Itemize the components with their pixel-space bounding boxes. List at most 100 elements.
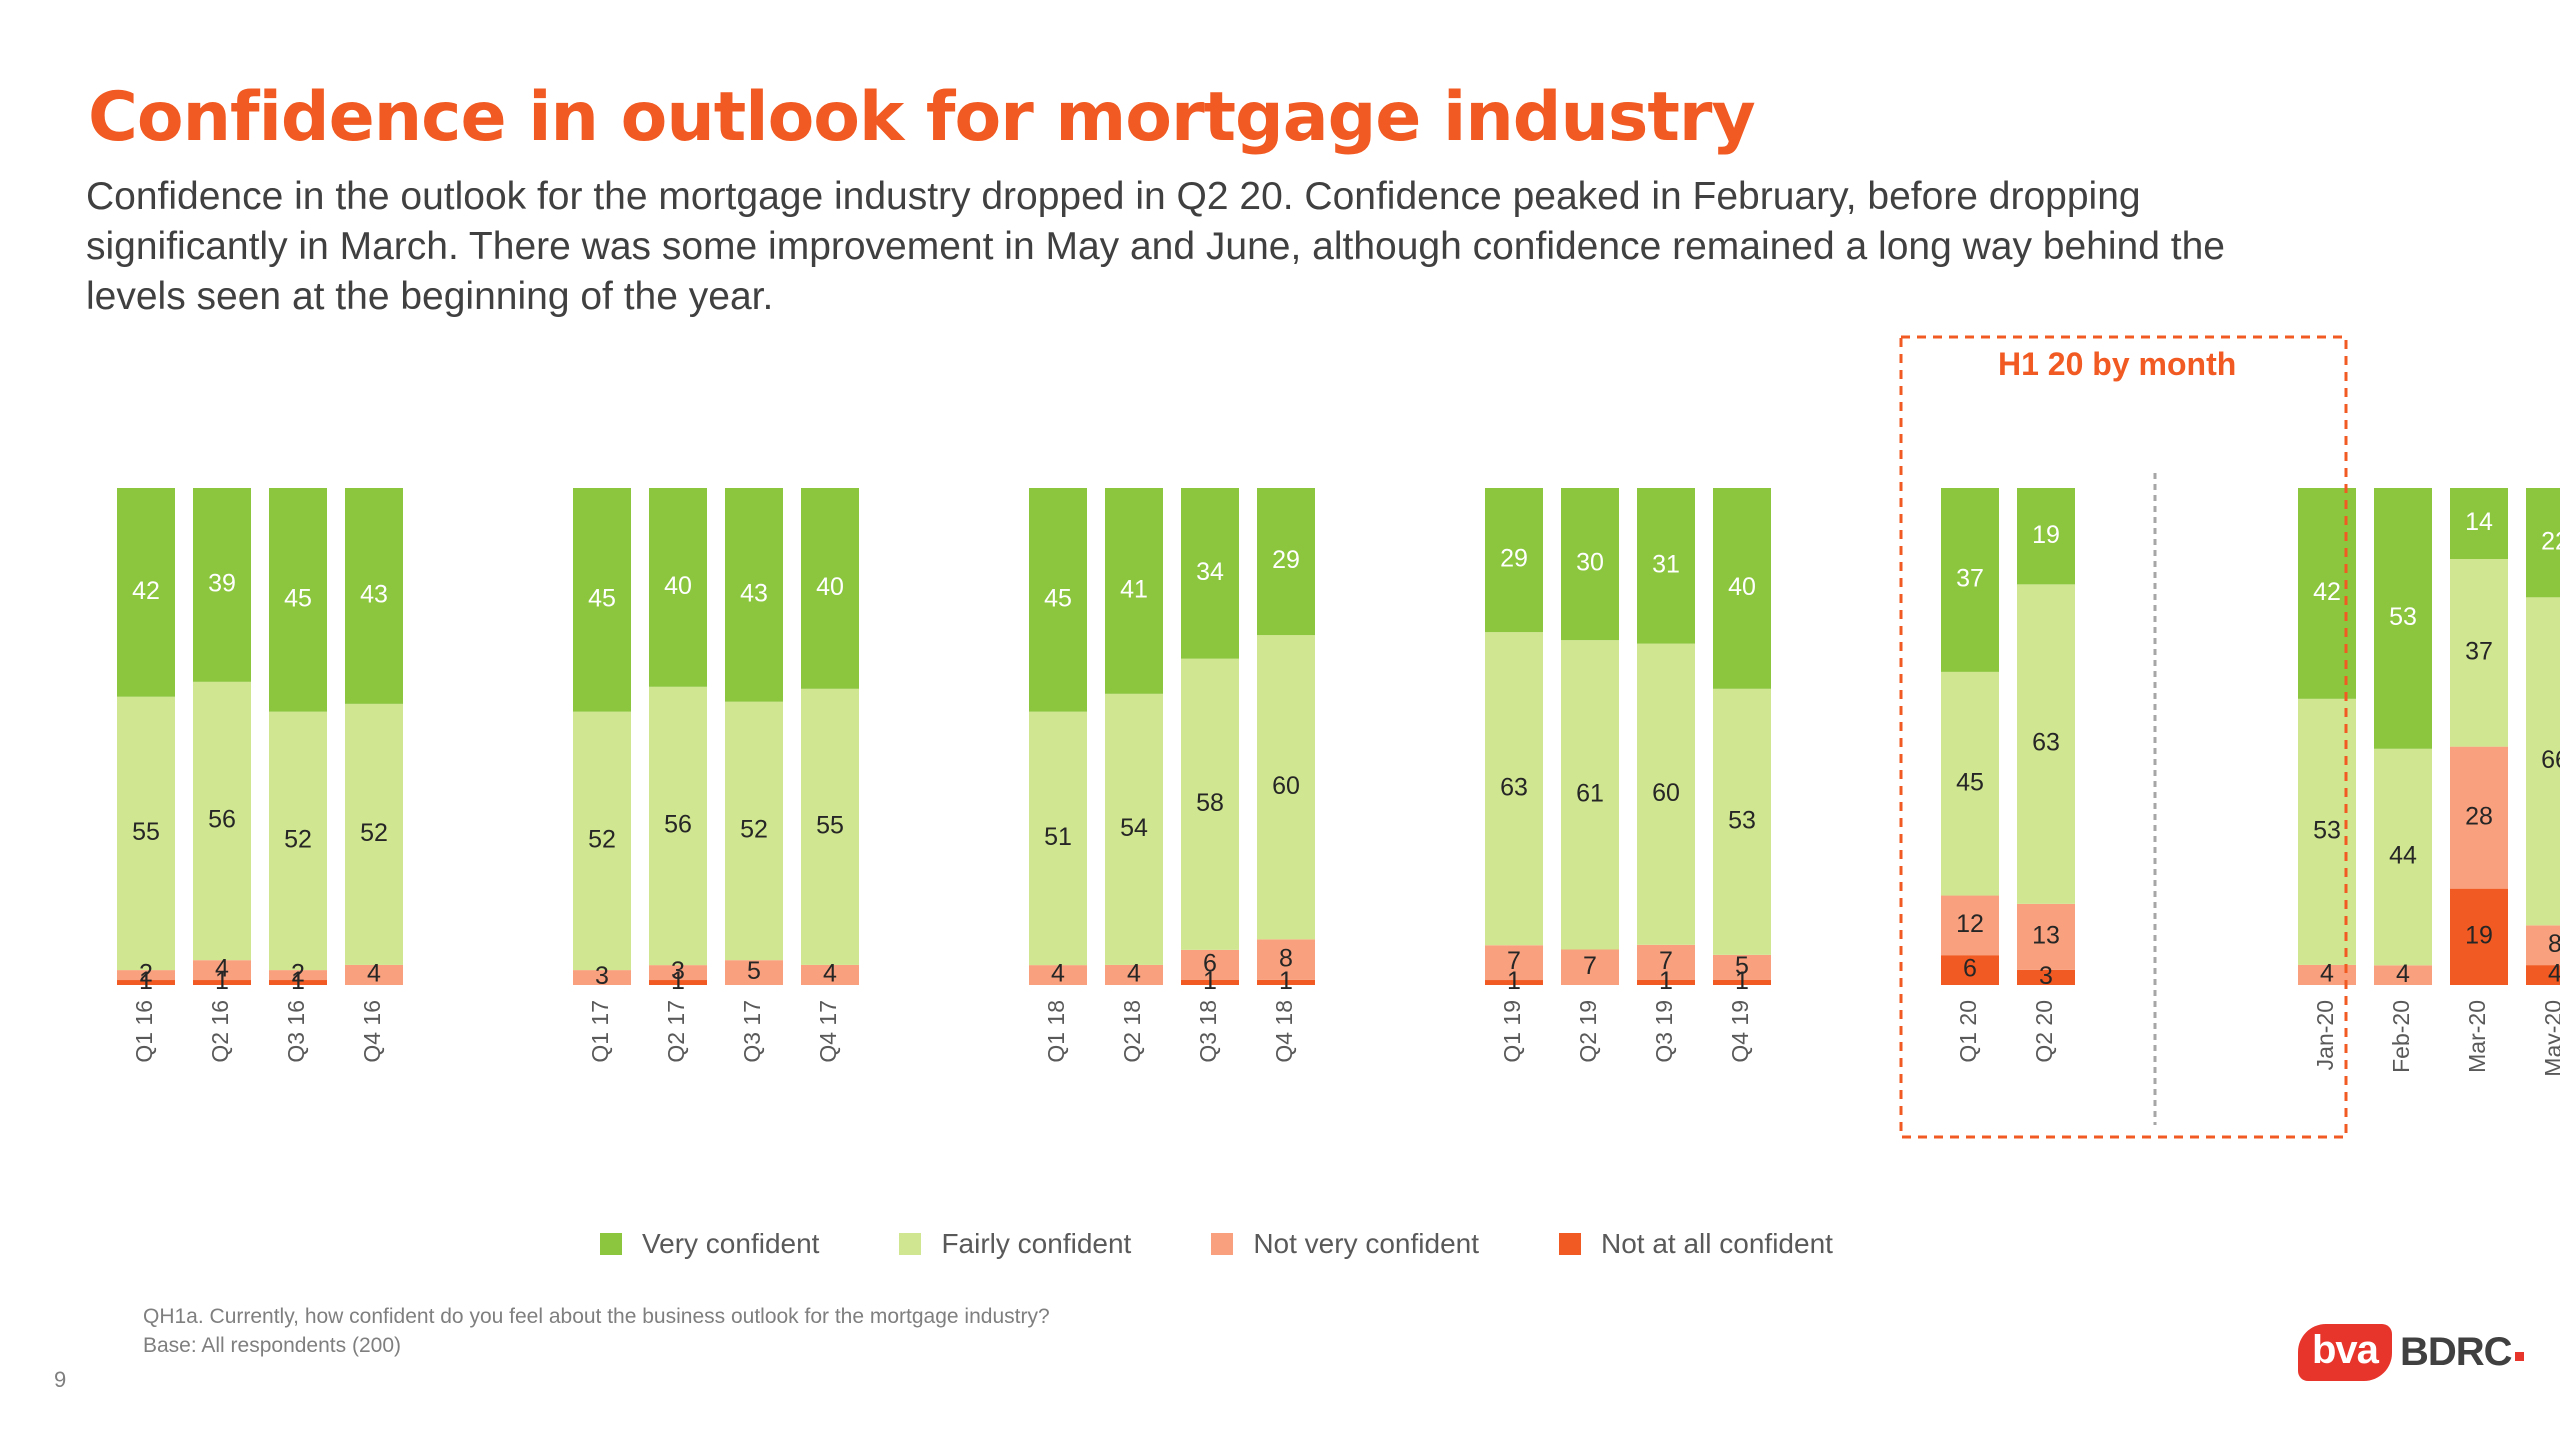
bar-segment-not-very-confident-q4-19 <box>1713 954 1771 980</box>
category-label: Feb-20 <box>2388 1000 2414 1073</box>
footnote-base: Base: All respondents (200) <box>143 1334 401 1357</box>
bar-segment-not-very-confident-q1-19 <box>1485 945 1543 981</box>
data-label: 4 <box>2548 960 2560 988</box>
category-labels-layer: Q1 16 Q2 16 Q3 16 Q4 16 Q1 17 Q2 17 Q3 17 Q4 17… <box>131 1000 2560 1077</box>
bar-segment-not-very-confident-q4-16 <box>345 964 403 985</box>
chart-legend: Very confident Fairly confident Not very… <box>600 1226 1913 1262</box>
bar-segment-not-very-confident-q2-20 <box>2017 903 2075 970</box>
legend-swatch-not-very-confident <box>1211 1233 1234 1255</box>
bar-segment-very-confident-q3-16 <box>269 488 327 712</box>
data-label: 52 <box>588 825 616 853</box>
data-label: 14 <box>2465 508 2493 536</box>
bar-segment-very-confident-feb-20 <box>2374 488 2432 749</box>
bar-segment-not-very-confident-q1-17 <box>573 970 631 985</box>
data-label: 43 <box>360 581 388 609</box>
data-label: 7 <box>1583 952 1597 980</box>
bar-segment-not-at-all-confident-q4-19 <box>1713 979 1771 985</box>
category-label: Q3 16 <box>283 1000 309 1063</box>
data-label: 3 <box>595 962 609 990</box>
bar-segment-fairly-confident-q3-18 <box>1181 658 1239 950</box>
data-label: 5 <box>1735 952 1749 980</box>
labels-layer: 1255421456391252454524335245135640552434… <box>132 508 2560 995</box>
bar-segment-very-confident-q4-19 <box>1713 488 1771 689</box>
data-label: 1 <box>1203 967 1217 995</box>
category-label: Q4 16 <box>359 1000 385 1063</box>
category-label: Mar-20 <box>2464 1000 2490 1073</box>
data-label: 1 <box>1507 967 1521 995</box>
bar-segment-very-confident-may-20 <box>2526 488 2560 598</box>
category-label: Q3 18 <box>1195 1000 1221 1063</box>
bar-segment-very-confident-q1-19 <box>1485 488 1543 633</box>
data-label: 4 <box>1127 960 1141 988</box>
bar-segment-not-very-confident-q1-16 <box>117 970 175 981</box>
legend-item-fairly-confident: Fairly confident <box>899 1228 1131 1260</box>
data-label: 56 <box>208 806 236 834</box>
category-label: Q1 17 <box>587 1000 613 1063</box>
data-label: 7 <box>1507 947 1521 975</box>
bar-segment-fairly-confident-feb-20 <box>2374 748 2432 966</box>
bar-segment-not-at-all-confident-q3-18 <box>1181 979 1239 985</box>
logo-text: BDRC <box>2399 1330 2513 1374</box>
data-label: 4 <box>367 960 381 988</box>
data-label: 42 <box>132 577 160 605</box>
bar-segment-not-very-confident-q3-19 <box>1637 944 1695 980</box>
slide-subtitle: Confidence in the outlook for the mortga… <box>86 175 2225 318</box>
data-label: 53 <box>2389 603 2417 631</box>
bar-segment-not-at-all-confident-q2-20 <box>2017 969 2075 985</box>
category-label: Q2 19 <box>1575 1000 1601 1063</box>
bva-bdrc-logo: bva BDRC <box>2298 1324 2525 1381</box>
data-label: 19 <box>2032 521 2060 549</box>
category-label: Q1 20 <box>1955 1000 1981 1063</box>
data-label: 63 <box>2032 729 2060 757</box>
legend-swatch-not-at-all-confident <box>1559 1233 1581 1255</box>
bar-segment-fairly-confident-q2-16 <box>193 681 251 961</box>
data-label: 22 <box>2541 527 2560 555</box>
bar-segment-not-very-confident-q2-19 <box>1561 949 1619 985</box>
bar-segment-not-very-confident-q2-18 <box>1105 964 1163 985</box>
data-label: 1 <box>1279 967 1293 995</box>
page-number: 9 <box>54 1367 67 1392</box>
bar-segment-very-confident-q4-16 <box>345 488 403 704</box>
data-label: 44 <box>2389 842 2417 870</box>
bar-segment-not-at-all-confident-q2-16 <box>193 980 251 985</box>
data-label: 45 <box>1044 584 1072 612</box>
data-label: 40 <box>1728 573 1756 601</box>
data-label: 41 <box>1120 576 1148 604</box>
data-label: 34 <box>1196 558 1224 586</box>
bar-segment-fairly-confident-may-20 <box>2526 597 2560 926</box>
bar-segment-very-confident-q2-17 <box>649 488 707 687</box>
data-label: 37 <box>2465 637 2493 665</box>
bar-segment-not-very-confident-may-20 <box>2526 925 2560 966</box>
bar-segment-not-very-confident-jan-20 <box>2298 964 2356 985</box>
bar-segment-not-at-all-confident-q3-16 <box>269 980 327 985</box>
data-label: 42 <box>2313 578 2341 606</box>
data-label: 3 <box>671 957 685 985</box>
data-label: 28 <box>2465 802 2493 830</box>
bar-segment-not-very-confident-q1-20 <box>1941 895 1999 956</box>
bar-segment-fairly-confident-mar-20 <box>2450 559 2508 747</box>
data-label: 2 <box>291 960 305 988</box>
data-label: 45 <box>1956 768 1984 796</box>
bar-segment-fairly-confident-q2-20 <box>2017 584 2075 904</box>
category-label: Q1 18 <box>1043 1000 1069 1063</box>
category-label: Q1 16 <box>131 1000 157 1063</box>
category-label: Q1 19 <box>1499 1000 1525 1063</box>
bar-segment-fairly-confident-q4-17 <box>801 688 859 965</box>
bar-segment-fairly-confident-q4-18 <box>1257 635 1315 940</box>
data-label: 1 <box>671 967 685 995</box>
data-label: 1 <box>291 967 305 995</box>
bar-segment-fairly-confident-q1-17 <box>573 711 631 971</box>
bar-segment-very-confident-q1-18 <box>1029 488 1087 712</box>
bar-segment-fairly-confident-q2-19 <box>1561 640 1619 950</box>
bar-segment-fairly-confident-q2-17 <box>649 686 707 966</box>
bar-segment-fairly-confident-q4-16 <box>345 703 403 965</box>
category-label: Q2 18 <box>1119 1000 1145 1063</box>
bar-segment-not-very-confident-q3-16 <box>269 970 327 981</box>
bar-segment-not-at-all-confident-q1-19 <box>1485 980 1543 985</box>
legend-item-not-very-confident: Not very confident <box>1211 1228 1479 1260</box>
data-label: 55 <box>816 811 844 839</box>
bar-segment-not-at-all-confident-mar-20 <box>2450 888 2508 985</box>
bar-segment-not-at-all-confident-q1-20 <box>1941 955 1999 985</box>
legend-label: Fairly confident <box>941 1228 1132 1259</box>
